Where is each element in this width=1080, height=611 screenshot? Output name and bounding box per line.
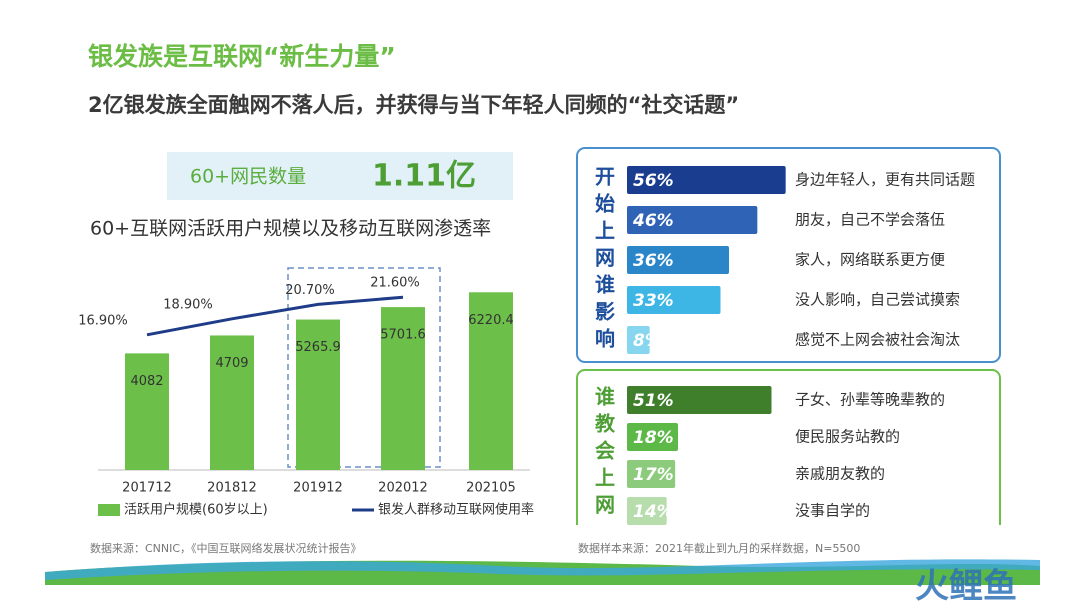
watermark: 火鲤鱼 (915, 567, 1017, 607)
category-label: 感觉不上网会被社会淘汰 (795, 331, 960, 349)
x-tick-label: 202012 (378, 481, 428, 496)
source: 数据样本来源：2021年截止到九月的采样数据，N=5500 (578, 541, 860, 555)
x-tick-label: 201812 (207, 481, 257, 496)
category-label: 身边年轻人，更有共同话题 (795, 171, 975, 189)
bar (627, 326, 650, 354)
wave (45, 559, 1040, 580)
slide-title: 银发族是互联网“新生力量” (88, 42, 396, 71)
bar (627, 460, 676, 488)
bar (627, 497, 667, 525)
bar (627, 423, 678, 451)
chart-title: 60+互联网活跃用户规模以及移动互联网渗透率 (90, 218, 491, 240)
data-label: 16.90% (78, 313, 128, 328)
slide-subtitle: 2亿银发族全面触网不落人后，并获得与当下年轻人同频的“社交话题” (88, 93, 739, 117)
line (146, 295, 404, 337)
data-label: 8% (633, 331, 662, 351)
data-label: 6220.4 (468, 313, 514, 328)
x-tick-label: 201712 (122, 481, 172, 496)
data-label: 5701.6 (380, 328, 426, 343)
bar (210, 335, 254, 470)
category-label: 家人，网络联系更方便 (795, 251, 945, 269)
panel-title: 谁教会上网 (592, 385, 616, 521)
data-label: 20.70% (285, 283, 335, 298)
bar (296, 319, 340, 470)
highlight-value: 1.11亿 (372, 159, 476, 194)
bar (469, 292, 513, 470)
bar (627, 286, 721, 314)
legend-swatch (98, 504, 120, 516)
highlight-frame (287, 267, 441, 468)
source: 数据来源：CNNIC，《中国互联网络发展状况统计报告》 (90, 541, 362, 555)
category-label: 子女、孙辈等晚辈教的 (795, 391, 945, 409)
category-label: 没人影响，自己尝试摸索 (795, 291, 960, 309)
data-label: 4082 (130, 374, 163, 389)
legend-label: 银发人群移动互联网使用率 (378, 502, 534, 518)
category-label: 没事自学的 (795, 502, 870, 520)
panel-frame (576, 147, 1001, 363)
highlight-box (167, 152, 513, 200)
bar (627, 246, 729, 274)
data-label: 5265.9 (295, 340, 341, 355)
panel-title: 开始上网谁影响 (592, 166, 616, 355)
data-label: 51% (633, 391, 674, 411)
bar (627, 386, 772, 414)
category-label: 亲戚朋友教的 (795, 465, 885, 483)
data-label: 4709 (215, 356, 248, 371)
data-label: 46% (632, 211, 674, 231)
bar (627, 166, 786, 194)
highlight-label: 60+网民数量 (190, 166, 306, 188)
panel-frame (576, 369, 1001, 525)
bar (381, 307, 425, 470)
category-label: 朋友，自己不学会落伍 (795, 211, 945, 229)
x-tick-label: 202105 (466, 481, 516, 496)
data-label: 36% (633, 251, 674, 271)
data-label: 14% (633, 502, 674, 522)
legend-label: 活跃用户规模(60岁以上) (124, 502, 268, 518)
data-label: 18% (633, 428, 674, 448)
x-tick-label: 201912 (293, 481, 343, 496)
category-label: 便民服务站教的 (795, 428, 900, 446)
data-label: 17% (633, 465, 674, 485)
bar (627, 206, 758, 234)
data-label: 33% (633, 291, 674, 311)
data-label: 56% (633, 171, 674, 191)
bar (125, 353, 169, 470)
data-label: 18.90% (163, 297, 213, 312)
data-label: 21.60% (370, 276, 420, 291)
